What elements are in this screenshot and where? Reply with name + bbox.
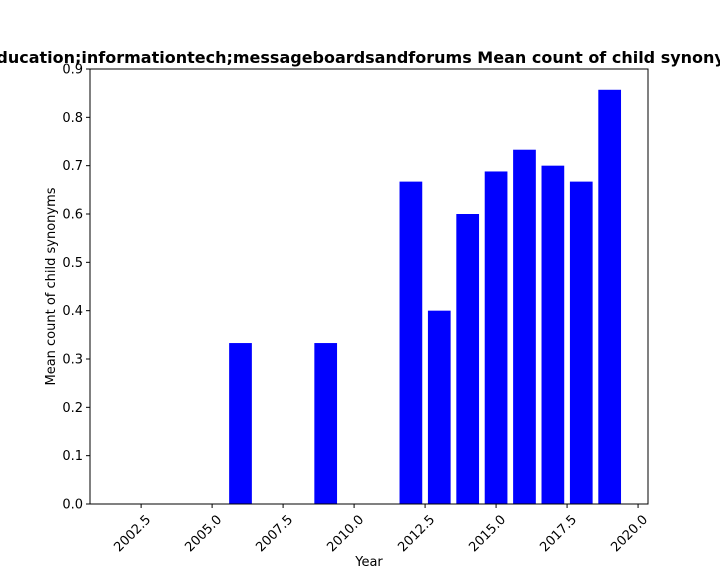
x-tick-label: 2020.0 <box>608 512 651 555</box>
y-tick-label: 0.8 <box>62 111 83 126</box>
y-tick-label: 0.2 <box>62 401 83 416</box>
y-tick-label: 0.7 <box>62 159 83 174</box>
plot-frame <box>89 68 649 505</box>
y-tick-label: 0.5 <box>62 256 83 271</box>
x-tick-label: 2017.5 <box>537 512 580 555</box>
bar-2018 <box>569 181 593 504</box>
y-tick-label: 0.0 <box>62 498 83 513</box>
x-axis-label: Year <box>354 555 383 570</box>
bar-2017 <box>541 165 565 504</box>
x-tick-label: 2007.5 <box>253 512 296 555</box>
bar-2006 <box>229 343 252 504</box>
y-ticks: 0.0 0.1 0.2 0.3 0.4 0.5 0.6 0.7 0.8 0.9 <box>62 63 90 513</box>
x-tick-label: 2015.0 <box>466 512 509 555</box>
chart-title: o education;informationtech;messageboard… <box>0 48 720 67</box>
bars <box>229 89 622 505</box>
bar-2013 <box>427 310 451 504</box>
y-tick-label: 0.3 <box>62 353 83 368</box>
bar-2016 <box>513 149 536 504</box>
bar-2014 <box>456 214 480 504</box>
x-tick-label: 2002.5 <box>111 512 154 555</box>
x-tick-label: 2012.5 <box>395 512 438 555</box>
y-tick-label: 0.4 <box>62 304 83 319</box>
x-tick-label: 2010.0 <box>324 512 367 555</box>
x-ticks: 2002.5 2005.0 2007.5 2010.0 2012.5 2015.0 2017… <box>111 504 651 555</box>
bar-2015 <box>484 171 508 504</box>
y-tick-label: 0.9 <box>62 63 83 78</box>
bar-2009 <box>314 343 338 504</box>
bar-2012 <box>399 181 423 504</box>
y-axis-label: Mean count of child synonyms <box>44 187 59 385</box>
bar-2019 <box>598 89 622 505</box>
y-tick-label: 0.6 <box>62 208 83 223</box>
y-tick-label: 0.1 <box>62 449 83 464</box>
x-tick-label: 2005.0 <box>182 512 225 555</box>
